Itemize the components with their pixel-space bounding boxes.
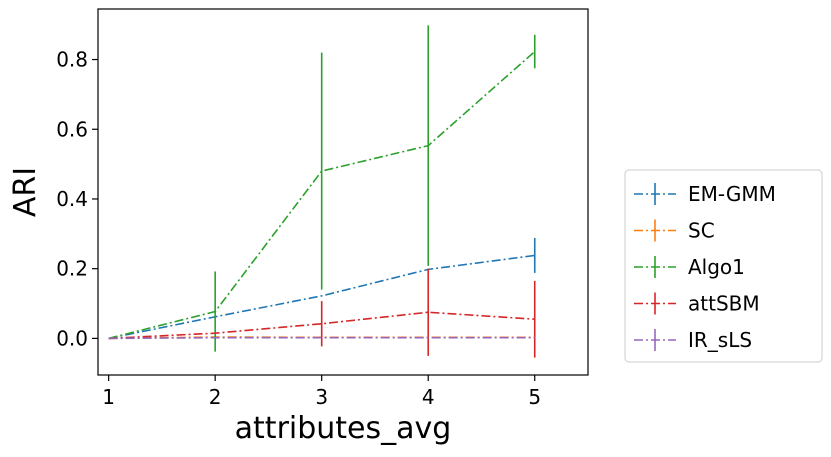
y-tick-label: 0.8 bbox=[56, 48, 88, 72]
series-ir-sls bbox=[108, 336, 535, 340]
x-tick-label: 5 bbox=[528, 385, 541, 409]
legend-box bbox=[624, 169, 823, 363]
plot-marks bbox=[108, 25, 536, 358]
legend-label: Algo1 bbox=[688, 255, 745, 279]
legend-entry-ir-sls: IR_sLS bbox=[634, 328, 752, 352]
legend-label: attSBM bbox=[688, 292, 760, 316]
series-attsbm bbox=[108, 268, 536, 358]
series-line bbox=[108, 336, 535, 340]
legend-label: SC bbox=[688, 219, 715, 243]
x-axis-label: attributes_avg bbox=[235, 411, 452, 446]
y-tick-label: 0.6 bbox=[56, 117, 88, 141]
series-line bbox=[108, 50, 536, 340]
x-tick-label: 1 bbox=[102, 385, 115, 409]
legend: EM-GMM SC Algo1 attSBM IR_sLS bbox=[624, 169, 823, 363]
y-axis: 0.0 0.2 0.4 0.6 0.8 bbox=[56, 48, 98, 350]
legend-label: EM-GMM bbox=[688, 182, 776, 206]
legend-label: IR_sLS bbox=[688, 328, 752, 352]
plot-frame bbox=[97, 8, 589, 376]
y-tick-label: 0.0 bbox=[56, 326, 88, 350]
legend-entry-attsbm: attSBM bbox=[634, 292, 760, 316]
x-tick-label: 4 bbox=[422, 385, 435, 409]
x-tick-label: 2 bbox=[209, 385, 222, 409]
series-line bbox=[108, 311, 535, 340]
series-line bbox=[108, 254, 535, 340]
legend-entry-sc: SC bbox=[634, 219, 715, 243]
x-tick-label: 3 bbox=[315, 385, 328, 409]
series-em-gmm bbox=[108, 238, 536, 340]
y-axis-label: ARI bbox=[8, 167, 43, 217]
y-tick-label: 0.4 bbox=[56, 187, 88, 211]
legend-entry-algo1: Algo1 bbox=[634, 255, 745, 279]
x-axis: 1 2 3 4 5 bbox=[102, 375, 541, 409]
y-tick-label: 0.2 bbox=[56, 257, 88, 281]
legend-entry-em-gmm: EM-GMM bbox=[634, 182, 776, 206]
